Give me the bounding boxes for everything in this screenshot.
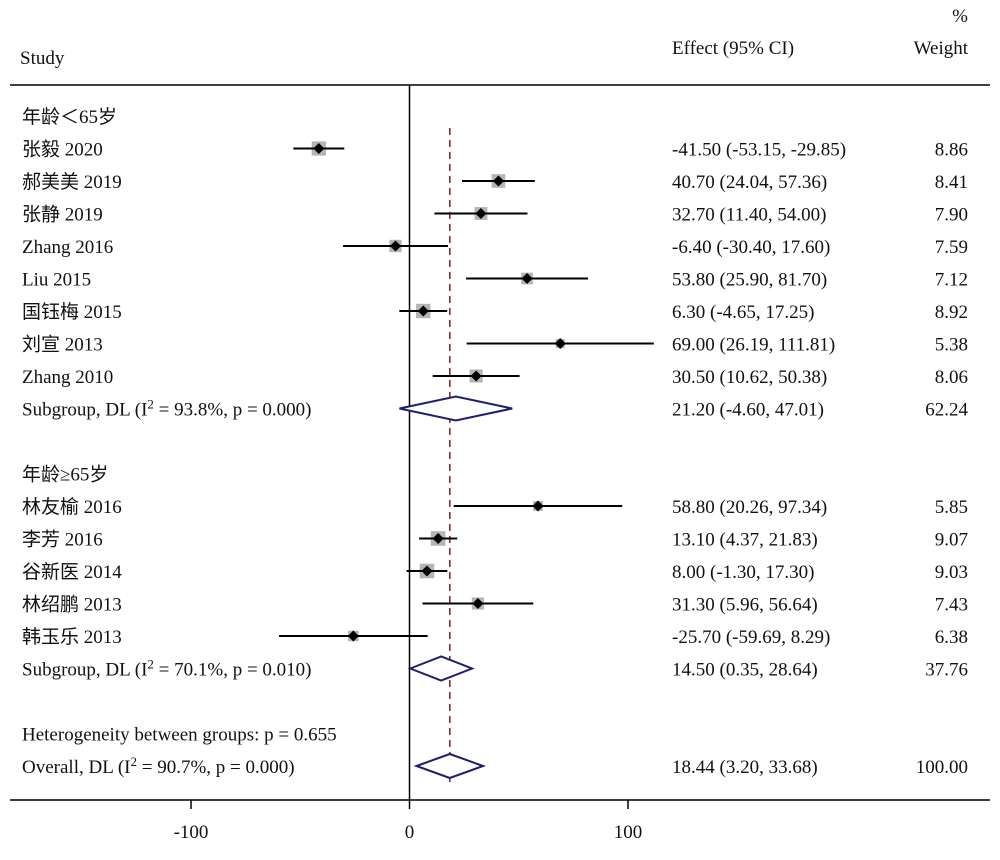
effect-ci-text: -25.70 (-59.69, 8.29) (672, 627, 830, 648)
overall-label: Overall, DL (I2 = 90.7%, p = 0.000) (22, 754, 295, 778)
weight-text: 7.90 (935, 205, 968, 226)
study-label: 谷新医 2014 (22, 561, 122, 583)
effect-ci-text: -41.50 (-53.15, -29.85) (672, 140, 846, 161)
weight-text: 7.59 (935, 237, 968, 258)
weight-text: 9.03 (935, 562, 968, 583)
study-point-estimate (347, 630, 359, 642)
subgroup-heading: 年龄≥65岁 (22, 464, 108, 486)
effect-ci-text: 21.20 (-4.60, 47.01) (672, 400, 824, 421)
study-point-estimate (521, 273, 533, 284)
weight-text: 37.76 (925, 660, 968, 681)
weight-text: 9.07 (935, 530, 968, 551)
axis-layer: -100 0 100 (174, 800, 643, 843)
effect-ci-text: 53.80 (25.90, 81.70) (672, 270, 827, 291)
effect-ci-text: -6.40 (-30.40, 17.60) (672, 237, 830, 258)
study-label: 张静 2019 (22, 204, 103, 226)
effect-ci-text: 31.30 (5.96, 56.64) (672, 595, 818, 616)
effect-ci-text: 18.44 (3.20, 33.68) (672, 757, 818, 778)
study-point-estimate (472, 598, 484, 609)
x-tick-label: 100 (614, 822, 643, 843)
weight-text: 8.92 (935, 302, 968, 323)
x-tick-label: 0 (405, 822, 415, 843)
header-weight: Weight (914, 38, 969, 59)
effect-ci-text: 40.70 (24.04, 57.36) (672, 172, 827, 193)
effect-ci-text: 13.10 (4.37, 21.83) (672, 530, 818, 551)
study-label: 林绍鹏 2013 (22, 594, 122, 616)
effect-ci-text: 58.80 (20.26, 97.34) (672, 497, 827, 518)
header-study: Study (20, 48, 65, 69)
reference-layer (408, 85, 451, 800)
study-point-estimate (475, 208, 487, 219)
study-label: 李芳 2016 (22, 529, 103, 551)
study-point-estimate (421, 565, 433, 577)
study-label: Liu 2015 (22, 270, 91, 291)
study-point-estimate (554, 338, 566, 349)
effect-ci-text: 32.70 (11.40, 54.00) (672, 205, 826, 226)
study-label: 郝美美 2019 (22, 171, 122, 193)
study-label: 刘宣 2013 (22, 334, 103, 356)
weight-text: 6.38 (935, 627, 968, 648)
effect-ci-text: 8.00 (-1.30, 17.30) (672, 562, 814, 583)
header-weight-pct: % (952, 6, 968, 27)
effect-ci-text: 14.50 (0.35, 28.64) (672, 660, 818, 681)
weight-text: 62.24 (925, 400, 968, 421)
subgroup-diamond (399, 395, 513, 422)
study-label: 林友榆 2016 (22, 496, 122, 518)
study-label: Zhang 2010 (22, 367, 113, 388)
weight-text: 5.38 (935, 335, 968, 356)
study-label: 韩玉乐 2013 (22, 626, 122, 648)
heterogeneity-note: Heterogeneity between groups: p = 0.655 (22, 725, 337, 746)
weight-text: 8.86 (935, 140, 968, 161)
weight-text: 5.85 (935, 497, 968, 518)
weight-text: 8.41 (935, 172, 968, 193)
subgroup-heading: 年龄＜65岁 (22, 106, 117, 128)
overall-diamond (413, 752, 487, 780)
study-label: 张毅 2020 (22, 139, 103, 161)
study-label: 国钰梅 2015 (22, 301, 122, 323)
weight-text: 7.43 (935, 595, 968, 616)
x-tick-label: -100 (174, 822, 209, 843)
study-point-estimate (390, 240, 402, 252)
study-point-estimate (492, 175, 504, 187)
effect-ci-text: 69.00 (26.19, 111.81) (672, 335, 835, 356)
subgroup-label: Subgroup, DL (I2 = 70.1%, p = 0.010) (22, 657, 312, 681)
study-point-estimate (313, 143, 325, 154)
effect-ci-text: 30.50 (10.62, 50.38) (672, 367, 827, 388)
subgroup-diamond (407, 655, 475, 682)
study-point-estimate (532, 500, 544, 512)
weight-text: 100.00 (916, 757, 968, 778)
study-point-estimate (470, 370, 482, 382)
header-effect: Effect (95% CI) (672, 38, 794, 59)
study-label: Zhang 2016 (22, 237, 113, 258)
weight-text: 8.06 (935, 367, 968, 388)
weight-text: 7.12 (935, 270, 968, 291)
study-point-estimate (432, 533, 444, 544)
subgroup-label: Subgroup, DL (I2 = 93.8%, p = 0.000) (22, 397, 312, 421)
effect-ci-text: 6.30 (-4.65, 17.25) (672, 302, 814, 323)
study-point-estimate (417, 305, 429, 317)
